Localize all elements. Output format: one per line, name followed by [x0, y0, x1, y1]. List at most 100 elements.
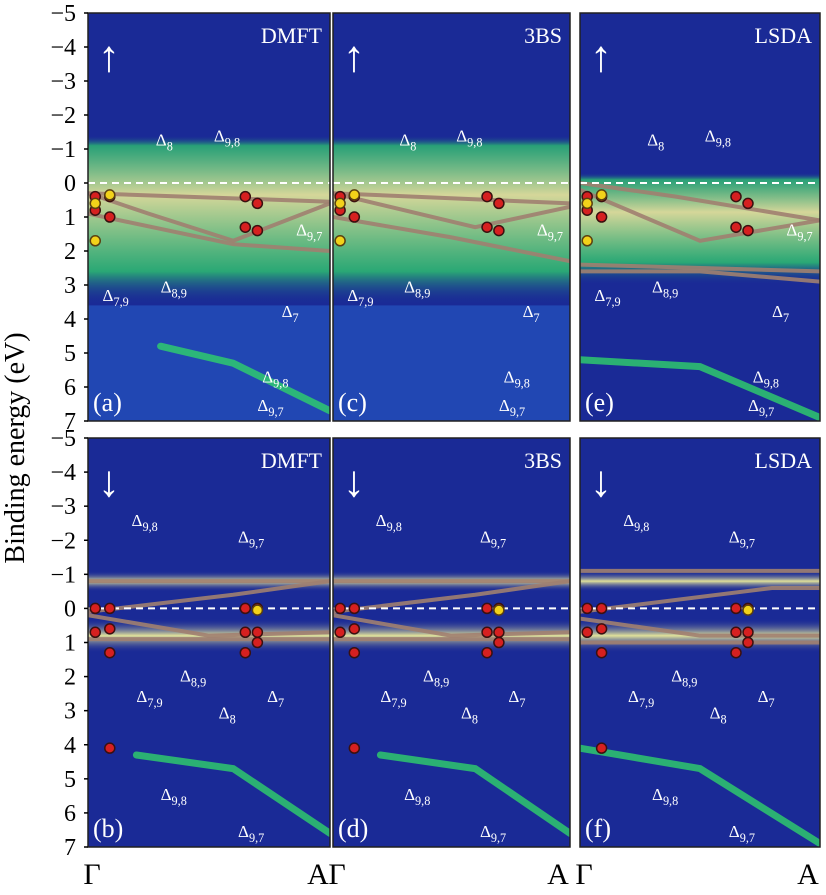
band-annotation: Δ8 [156, 131, 173, 154]
k-label-gamma: Γ [83, 858, 100, 891]
experiment-marker-red [493, 626, 505, 639]
experiment-marker-red [730, 221, 742, 233]
band-annotation: Δ9,8 [753, 367, 779, 390]
band-annotation: Δ9,7 [480, 822, 506, 845]
y-tick-label: −4 [50, 35, 76, 61]
band-annotation: Δ7,9 [103, 286, 129, 309]
y-tick-label: 2 [64, 239, 76, 265]
k-label-a: A [307, 858, 329, 891]
y-tick-label: 2 [64, 665, 76, 691]
experiment-marker-red [742, 197, 754, 210]
band-annotation: Δ7,9 [628, 687, 654, 710]
experiment-marker-yellow [334, 197, 346, 210]
band-annotation: Δ7 [508, 687, 525, 710]
y-tick-label: −3 [50, 494, 76, 520]
experiment-marker-red [481, 626, 493, 639]
band-annotation: Δ7,9 [347, 286, 373, 309]
experiment-marker-red [595, 646, 608, 659]
panel-b: Δ9,8 Δ9,7 Δ7,9 Δ8,9 Δ8 Δ7 Δ9,8 Δ9,7 DMFT ↓ (b) [87, 437, 331, 848]
experiment-marker-red [104, 211, 116, 223]
experiment-marker-red [481, 190, 493, 203]
band-annotation: Δ9,8 [404, 785, 430, 808]
panel-label: (e) [585, 388, 614, 417]
band-annotation: Δ8 [219, 703, 236, 726]
experiment-marker-red [334, 626, 346, 639]
band-annotation: Δ9,8 [456, 127, 482, 150]
method-label: 3BS [524, 448, 562, 473]
y-tick-label: −3 [50, 69, 76, 95]
k-label-a: A [547, 858, 569, 891]
band-annotation: Δ9,7 [748, 396, 774, 419]
experiment-marker-yellow [742, 604, 754, 616]
band-annotation: Δ8,9 [161, 278, 187, 301]
band-line [333, 579, 570, 614]
panel-f: Δ9,8 Δ9,7 Δ7,9 Δ8,9 Δ8 Δ7 Δ9,8 Δ9,7 LSDA ↓ (f) [579, 437, 821, 848]
experiment-marker-yellow [89, 235, 102, 247]
experiment-marker-yellow [595, 189, 608, 201]
band-line [333, 613, 570, 638]
band-line [580, 744, 820, 847]
band-line [580, 585, 820, 614]
spin-down-arrow-icon: ↓ [98, 457, 120, 506]
method-label: LSDA [755, 23, 813, 48]
spin-up-arrow-icon: ↑ [98, 32, 120, 81]
experiment-marker-red [348, 646, 361, 659]
spectral-weight-tail [88, 305, 330, 421]
spin-down-arrow-icon: ↓ [590, 457, 612, 506]
band-annotation: Δ7 [267, 687, 284, 710]
experiment-marker-red [730, 190, 742, 203]
band-annotation: Δ8,9 [671, 666, 697, 689]
band-annotation: Δ8,9 [423, 666, 449, 689]
y-tick-label: 4 [64, 307, 76, 333]
y-tick-label: 0 [64, 596, 76, 622]
method-label: DMFT [261, 448, 323, 473]
band-annotation: Δ7 [523, 302, 540, 325]
experiment-marker-red [251, 224, 264, 237]
band-annotation: Δ9,7 [480, 527, 506, 550]
band-annotation: Δ9,7 [238, 527, 264, 550]
experiment-marker-red [481, 646, 493, 659]
experiment-marker-red [742, 626, 754, 639]
band-line [333, 215, 570, 264]
band-annotation: Δ9,8 [504, 367, 530, 390]
band-annotation: Δ9,8 [132, 511, 158, 534]
experiment-marker-red [742, 224, 754, 237]
method-label: 3BS [524, 23, 562, 48]
y-tick-label: 3 [64, 273, 76, 299]
experiment-marker-red [239, 602, 252, 615]
panel-label: (c) [338, 388, 367, 417]
spin-up-arrow-icon: ↑ [590, 32, 612, 81]
band-annotation: Δ9,7 [257, 396, 283, 419]
y-tick-label: −2 [50, 103, 76, 129]
y-tick-label: 6 [64, 801, 76, 827]
y-tick-label: 1 [64, 631, 76, 657]
panel-frame [579, 437, 821, 848]
band-annotation: Δ8 [647, 131, 664, 154]
panel-c: Δ8 Δ9,8 Δ9,7 Δ7,9 Δ8,9 Δ7 Δ9,8 Δ9,7 3BS ↑ (c) [332, 12, 571, 422]
spectral-weight-tail [333, 305, 570, 421]
experiment-marker-red [348, 211, 361, 223]
experiment-marker-red [742, 636, 754, 649]
band-annotation: Δ9,7 [537, 220, 563, 243]
y-tick-label: 3 [64, 699, 76, 725]
band-annotation: Δ7 [758, 687, 775, 710]
y-tick-label: 4 [64, 733, 76, 759]
panels-layer: Δ8Δ9,8Δ9,7Δ7,9Δ8,9Δ7Δ9,8Δ9,7DMFT↑(a)Δ8Δ9… [87, 12, 821, 848]
panel-label: (b) [93, 814, 123, 843]
experiment-marker-red [239, 646, 252, 659]
band-annotation: Δ9,7 [296, 220, 322, 243]
spectral-weight-strip [580, 570, 820, 592]
experiment-marker-red [493, 224, 505, 237]
experiment-marker-red [595, 742, 608, 754]
experiment-marker-yellow [251, 604, 264, 616]
k-label-a: A [797, 858, 819, 891]
panel-label: (d) [338, 814, 368, 843]
y-tick-label: −5 [50, 426, 76, 452]
y-tick-label: 6 [64, 375, 76, 401]
experiment-marker-red [595, 211, 608, 223]
band-annotation: Δ9,8 [623, 511, 649, 534]
band-annotation: Δ8 [710, 703, 727, 726]
band-line [88, 191, 330, 243]
experiment-marker-red [730, 646, 742, 659]
experiment-marker-yellow [581, 235, 593, 247]
